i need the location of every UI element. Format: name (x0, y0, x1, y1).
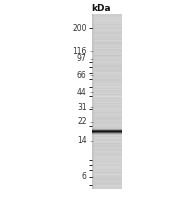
Text: –: – (88, 89, 93, 95)
Text: –: – (88, 104, 93, 110)
Text: 44: 44 (77, 88, 87, 97)
Text: –: – (88, 48, 93, 54)
Text: –: – (88, 56, 93, 62)
Text: 97: 97 (77, 54, 87, 63)
Text: –: – (88, 138, 93, 144)
Text: 6: 6 (82, 172, 87, 181)
Text: 14: 14 (77, 137, 87, 145)
Text: 200: 200 (72, 24, 87, 33)
Text: –: – (88, 119, 93, 125)
Text: kDa: kDa (91, 4, 111, 13)
Text: 22: 22 (77, 117, 87, 126)
Text: 31: 31 (77, 103, 87, 112)
Text: 66: 66 (77, 71, 87, 80)
Text: –: – (88, 174, 93, 180)
Text: –: – (88, 25, 93, 31)
Text: 116: 116 (72, 47, 87, 56)
Text: –: – (88, 72, 93, 78)
